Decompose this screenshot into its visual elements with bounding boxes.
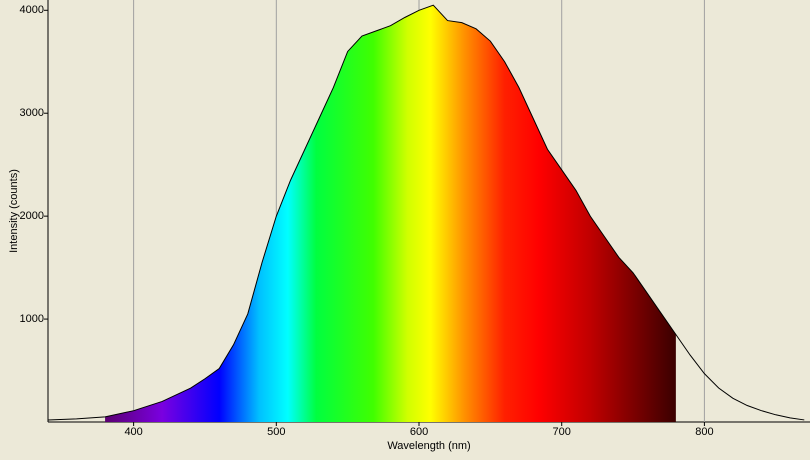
x-tick-label: 700 — [553, 426, 571, 438]
x-tick-label: 400 — [124, 426, 142, 438]
x-axis-label: Wavelength (nm) — [387, 440, 470, 452]
y-tick-label: 4000 — [20, 4, 44, 16]
y-tick-label: 1000 — [20, 313, 44, 325]
y-axis-label: Intensity (counts) — [8, 169, 20, 253]
spectrum-line — [47, 4, 805, 421]
y-tick-label: 3000 — [20, 107, 44, 119]
x-tick-label: 500 — [267, 426, 285, 438]
y-tick-label: 2000 — [20, 210, 44, 222]
x-tick-label: 600 — [410, 426, 428, 438]
x-tick-label: 800 — [695, 426, 713, 438]
spectrum-fill — [105, 5, 676, 422]
